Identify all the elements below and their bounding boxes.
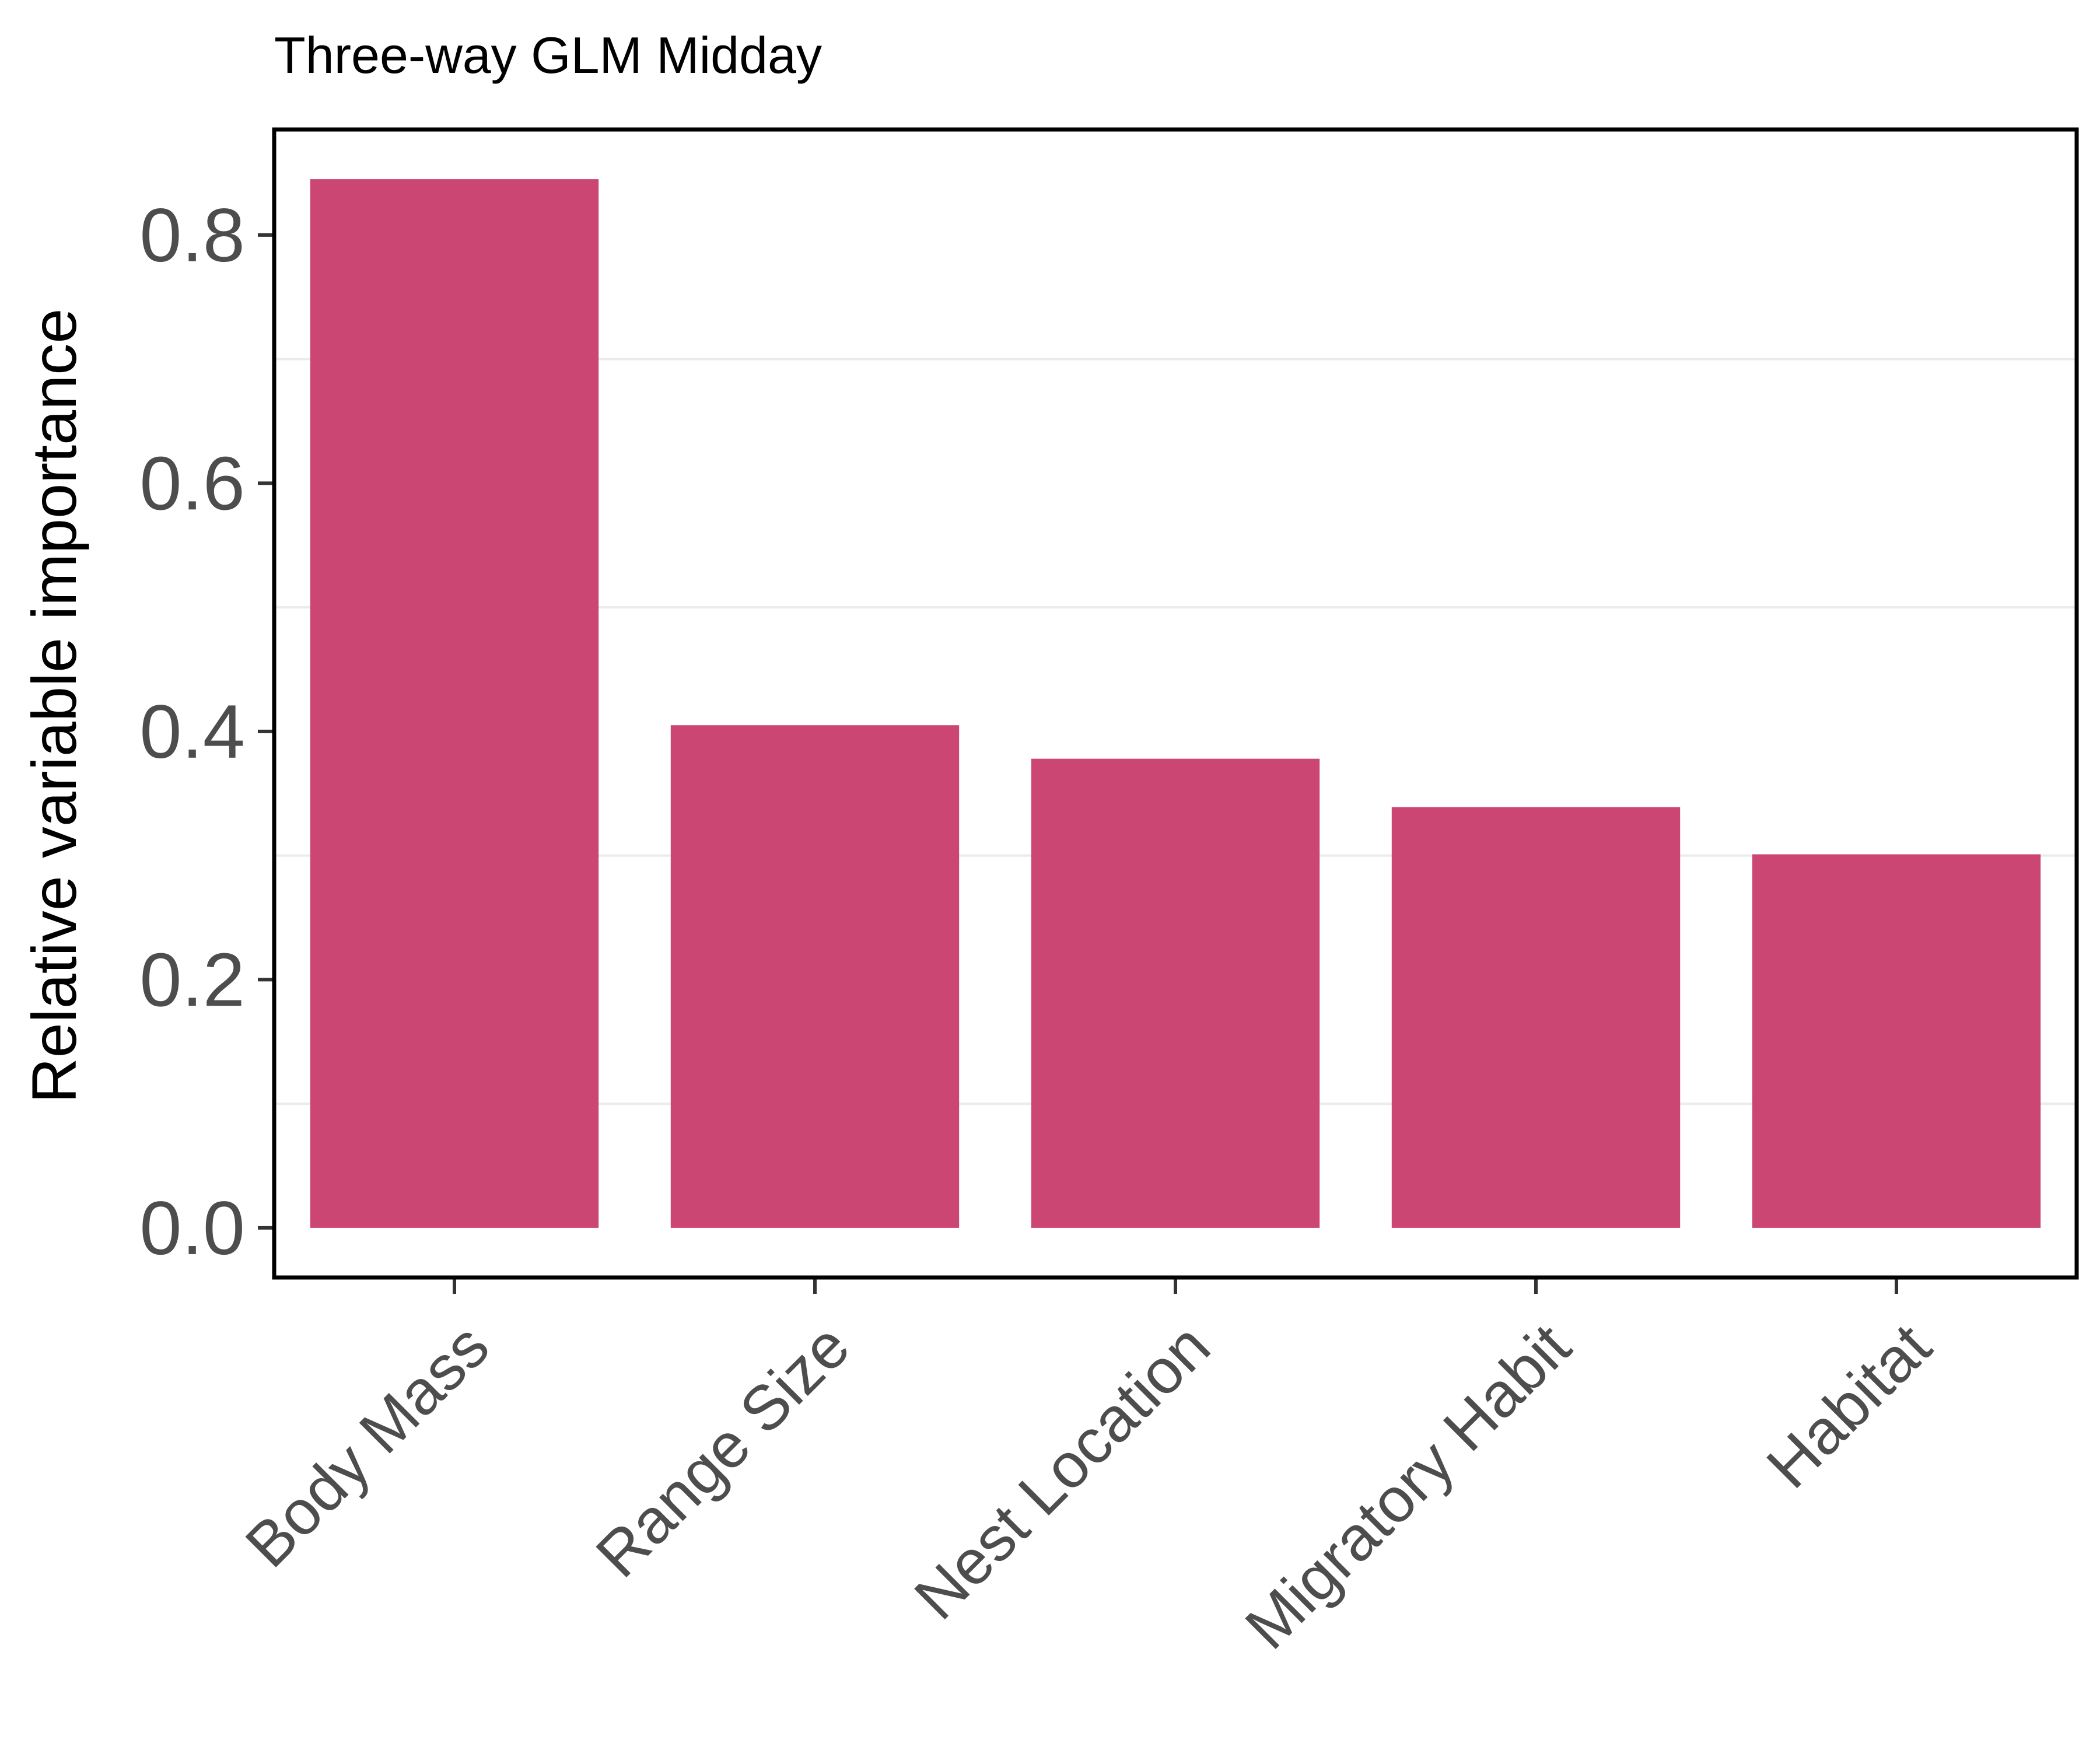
x-tick-label: Nest Location xyxy=(901,1310,1223,1633)
x-tick-label: Range Size xyxy=(582,1310,862,1590)
y-axis-ticks: 0.0 0.2 0.4 0.6 0.8 xyxy=(139,192,274,1270)
y-tick-label: 0.8 xyxy=(139,192,245,278)
bar-body-mass xyxy=(310,179,599,1228)
x-tick-label: Migratory Habit xyxy=(1231,1310,1583,1662)
bars xyxy=(310,179,2041,1228)
bar-migratory-habit xyxy=(1391,807,1681,1228)
y-tick-label: 0.6 xyxy=(139,440,245,526)
bar-range-size xyxy=(670,725,960,1228)
bar-habitat xyxy=(1752,854,2041,1228)
y-tick-label: 0.4 xyxy=(139,689,245,774)
bar-nest-location xyxy=(1031,758,1320,1228)
x-tick-label: Body Mass xyxy=(232,1310,502,1580)
y-axis-label: Relative variable importance xyxy=(19,309,89,1104)
plot-panel-border xyxy=(272,127,2079,1280)
y-tick-label: 0.2 xyxy=(139,937,245,1022)
y-tick-label: 0.0 xyxy=(139,1185,245,1270)
chart-title: Three-way GLM Midday xyxy=(274,26,822,84)
x-axis-ticks: Body Mass Range Size Nest Location Migrator… xyxy=(232,1278,1944,1662)
x-tick-label: Habitat xyxy=(1753,1310,1944,1502)
